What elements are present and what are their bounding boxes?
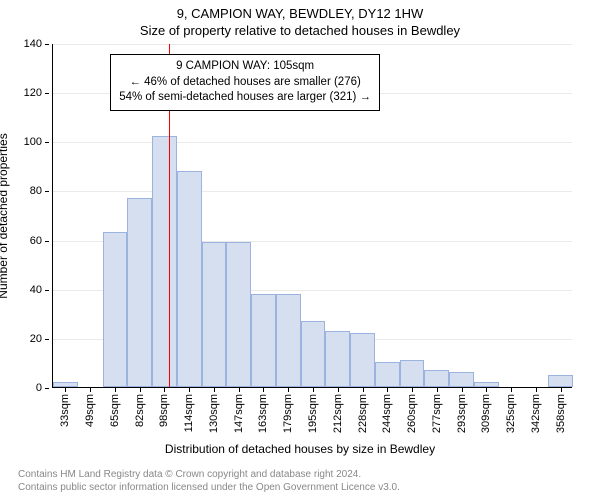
x-tick-label: 277sqm <box>431 394 443 433</box>
y-tick <box>45 44 49 45</box>
x-tick <box>115 388 116 392</box>
histogram-bar <box>301 321 326 387</box>
x-tick <box>561 388 562 392</box>
x-tick-label: 163sqm <box>257 394 269 433</box>
x-tick-label: 342sqm <box>530 394 542 433</box>
y-tick-label: 120 <box>24 87 42 99</box>
x-tick <box>462 388 463 392</box>
x-tick-label: 195sqm <box>307 394 319 433</box>
y-tick <box>45 191 49 192</box>
footer-attribution: Contains HM Land Registry data © Crown c… <box>18 468 400 494</box>
histogram-bar <box>548 375 573 387</box>
x-tick <box>90 388 91 392</box>
y-tick <box>45 142 49 143</box>
x-tick-label: 228sqm <box>357 394 369 433</box>
y-tick <box>45 388 49 389</box>
x-tick-label: 114sqm <box>183 394 195 432</box>
x-tick-label: 147sqm <box>233 394 245 433</box>
x-tick <box>536 388 537 392</box>
histogram-bar <box>127 198 152 387</box>
x-tick <box>140 388 141 392</box>
x-tick <box>313 388 314 392</box>
y-axis-label: Number of detached properties <box>0 133 10 298</box>
annotation-line: ← 46% of detached houses are smaller (27… <box>119 75 371 91</box>
y-tick-label: 40 <box>30 284 42 296</box>
footer-line-2: Contains public sector information licen… <box>18 481 400 494</box>
y-tick-label: 140 <box>24 38 42 50</box>
x-axis-label: Distribution of detached houses by size … <box>0 442 600 456</box>
histogram-bar <box>474 382 499 387</box>
x-tick-label: 49sqm <box>84 394 96 427</box>
x-tick-label: 293sqm <box>456 394 468 433</box>
y-tick-label: 60 <box>30 235 42 247</box>
title-main: 9, CAMPION WAY, BEWDLEY, DY12 1HW <box>0 0 600 21</box>
histogram-bar <box>251 294 276 387</box>
histogram-bar <box>375 362 400 387</box>
annotation-line: 9 CAMPION WAY: 105sqm <box>119 59 371 75</box>
x-tick <box>189 388 190 392</box>
y-tick <box>45 241 49 242</box>
x-tick-label: 82sqm <box>134 394 146 427</box>
x-tick <box>288 388 289 392</box>
x-tick <box>437 388 438 392</box>
histogram-bar <box>424 370 449 387</box>
histogram-bar <box>103 232 128 387</box>
gridline <box>53 44 572 45</box>
x-tick <box>363 388 364 392</box>
x-tick <box>486 388 487 392</box>
x-tick <box>214 388 215 392</box>
y-tick <box>45 290 49 291</box>
x-tick-label: 309sqm <box>480 394 492 433</box>
histogram-bar <box>177 171 202 387</box>
histogram-bar <box>152 136 177 387</box>
annotation-box: 9 CAMPION WAY: 105sqm← 46% of detached h… <box>110 54 380 111</box>
x-tick-label: 179sqm <box>282 394 294 433</box>
x-tick-label: 260sqm <box>406 394 418 433</box>
y-tick <box>45 93 49 94</box>
gridline <box>53 142 572 143</box>
x-tick-label: 33sqm <box>59 394 71 427</box>
y-tick-label: 0 <box>36 382 42 394</box>
x-tick-label: 244sqm <box>381 394 393 433</box>
y-tick <box>45 339 49 340</box>
footer-line-1: Contains HM Land Registry data © Crown c… <box>18 468 400 481</box>
x-tick-label: 325sqm <box>505 394 517 433</box>
x-tick-label: 358sqm <box>555 394 567 433</box>
x-tick-label: 130sqm <box>208 394 220 433</box>
x-tick <box>65 388 66 392</box>
title-sub: Size of property relative to detached ho… <box>0 21 600 42</box>
x-tick <box>338 388 339 392</box>
annotation-line: 54% of semi-detached houses are larger (… <box>119 90 371 106</box>
histogram-bar <box>53 382 78 387</box>
gridline <box>53 191 572 192</box>
x-tick-label: 98sqm <box>158 394 170 427</box>
histogram-bar <box>350 333 375 387</box>
x-tick <box>387 388 388 392</box>
y-tick-label: 80 <box>30 185 42 197</box>
histogram-bar <box>226 242 251 387</box>
y-tick-label: 100 <box>24 136 42 148</box>
y-tick-label: 20 <box>30 333 42 345</box>
histogram-bar <box>202 242 227 387</box>
x-tick <box>239 388 240 392</box>
chart-area: 02040608010012014033sqm49sqm65sqm82sqm98… <box>52 44 572 388</box>
x-tick <box>263 388 264 392</box>
x-tick-label: 65sqm <box>109 394 121 427</box>
histogram-bar <box>449 372 474 387</box>
x-tick <box>412 388 413 392</box>
x-tick <box>164 388 165 392</box>
histogram-bar <box>276 294 301 387</box>
x-tick <box>511 388 512 392</box>
histogram-bar <box>400 360 425 387</box>
plot-area: 02040608010012014033sqm49sqm65sqm82sqm98… <box>52 44 572 388</box>
x-tick-label: 212sqm <box>332 394 344 433</box>
histogram-bar <box>325 331 350 388</box>
